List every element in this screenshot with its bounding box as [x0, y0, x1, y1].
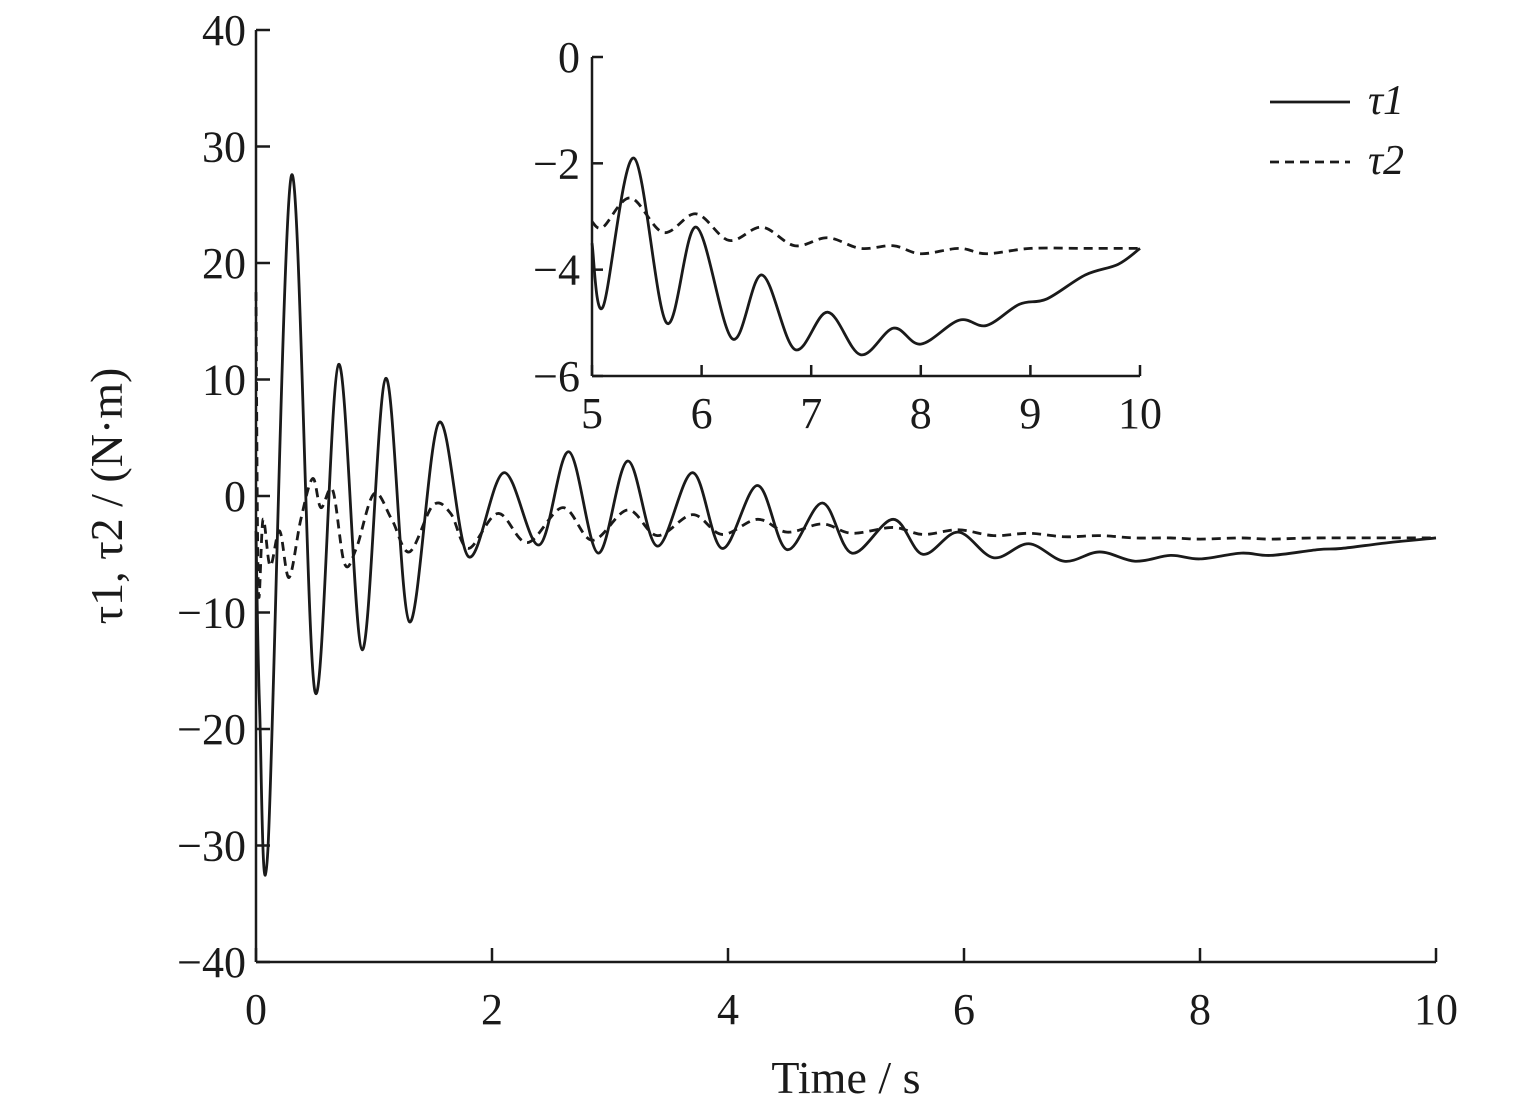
main-series-tau2-line — [254, 292, 1437, 599]
inset-panel: 5 6 7 8 9 10 −6 −4 −2 0 — [533, 33, 1162, 438]
main-x-tick-label: 4 — [717, 985, 739, 1034]
main-series-tau1-line — [254, 173, 1437, 877]
main-y-tick-label: −10 — [177, 589, 246, 638]
inset-y-tick-label: −2 — [533, 139, 580, 188]
inset-y-tick-label: −6 — [533, 352, 580, 401]
legend-label-tau2: τ2 — [1368, 138, 1404, 184]
inset-x-tick-label: 7 — [800, 389, 822, 438]
inset-series-tau2-line — [591, 196, 1140, 256]
main-x-tick-label: 10 — [1414, 985, 1458, 1034]
main-x-tick-label: 6 — [953, 985, 975, 1034]
main-y-tick-label: −20 — [177, 705, 246, 754]
legend-label-tau1: τ1 — [1368, 78, 1404, 124]
inset-x-tick-label: 6 — [691, 389, 713, 438]
inset-y-tick-label: 0 — [558, 33, 580, 82]
inset-series-tau1-line — [590, 156, 1141, 357]
main-x-tick-label: 2 — [481, 985, 503, 1034]
main-x-tick-label: 0 — [245, 985, 267, 1034]
inset-x-tick-label: 9 — [1019, 389, 1041, 438]
main-x-tick-label: 8 — [1189, 985, 1211, 1034]
inset-y-tick-label: −4 — [533, 246, 580, 295]
main-y-tick-label: 40 — [202, 6, 246, 55]
main-y-tick-label: 30 — [202, 123, 246, 172]
main-y-tick-label: −40 — [177, 938, 246, 987]
main-y-tick-label: 10 — [202, 356, 246, 405]
main-y-tick-label: 0 — [224, 472, 246, 521]
x-axis-title: Time / s — [771, 1052, 920, 1103]
inset-x-tick-label: 5 — [581, 389, 603, 438]
main-y-tick-label: −30 — [177, 822, 246, 871]
main-y-tick-label: 20 — [202, 239, 246, 288]
inset-x-tick-label: 10 — [1118, 389, 1162, 438]
y-axis-title: τ1, τ2 / (N·m) — [81, 368, 132, 625]
inset-x-tick-label: 8 — [910, 389, 932, 438]
